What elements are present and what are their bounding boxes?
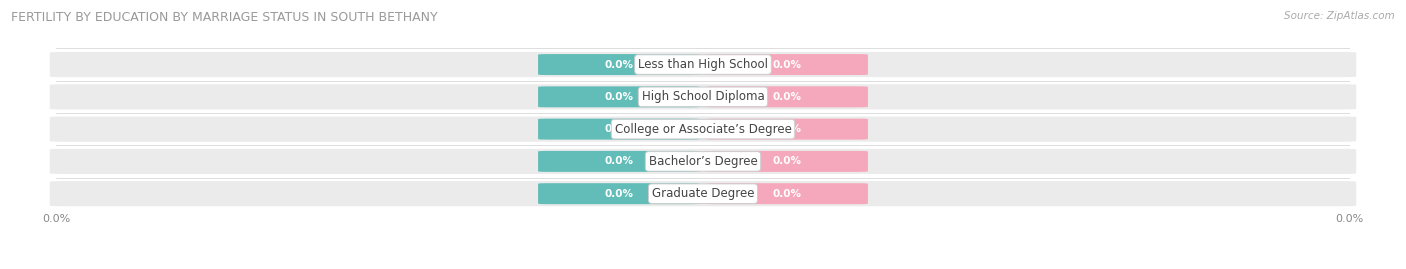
- FancyBboxPatch shape: [538, 119, 700, 140]
- FancyBboxPatch shape: [706, 183, 868, 204]
- FancyBboxPatch shape: [49, 52, 1357, 77]
- FancyBboxPatch shape: [706, 119, 868, 140]
- FancyBboxPatch shape: [706, 86, 868, 107]
- FancyBboxPatch shape: [538, 151, 700, 172]
- FancyBboxPatch shape: [49, 116, 1357, 142]
- Text: 0.0%: 0.0%: [772, 92, 801, 102]
- Text: 0.0%: 0.0%: [772, 189, 801, 199]
- Text: College or Associate’s Degree: College or Associate’s Degree: [614, 123, 792, 136]
- Text: 0.0%: 0.0%: [772, 156, 801, 167]
- FancyBboxPatch shape: [706, 54, 868, 75]
- Text: 0.0%: 0.0%: [605, 156, 634, 167]
- Text: 0.0%: 0.0%: [772, 124, 801, 134]
- Text: FERTILITY BY EDUCATION BY MARRIAGE STATUS IN SOUTH BETHANY: FERTILITY BY EDUCATION BY MARRIAGE STATU…: [11, 11, 437, 24]
- FancyBboxPatch shape: [538, 183, 700, 204]
- Text: 0.0%: 0.0%: [605, 92, 634, 102]
- Text: 0.0%: 0.0%: [772, 59, 801, 70]
- Text: Less than High School: Less than High School: [638, 58, 768, 71]
- FancyBboxPatch shape: [538, 54, 700, 75]
- Text: 0.0%: 0.0%: [605, 59, 634, 70]
- FancyBboxPatch shape: [706, 151, 868, 172]
- FancyBboxPatch shape: [49, 181, 1357, 206]
- Text: 0.0%: 0.0%: [605, 124, 634, 134]
- FancyBboxPatch shape: [538, 86, 700, 107]
- Text: Bachelor’s Degree: Bachelor’s Degree: [648, 155, 758, 168]
- FancyBboxPatch shape: [49, 84, 1357, 109]
- Text: Graduate Degree: Graduate Degree: [652, 187, 754, 200]
- Text: 0.0%: 0.0%: [605, 189, 634, 199]
- Text: Source: ZipAtlas.com: Source: ZipAtlas.com: [1284, 11, 1395, 21]
- FancyBboxPatch shape: [49, 149, 1357, 174]
- Text: High School Diploma: High School Diploma: [641, 90, 765, 103]
